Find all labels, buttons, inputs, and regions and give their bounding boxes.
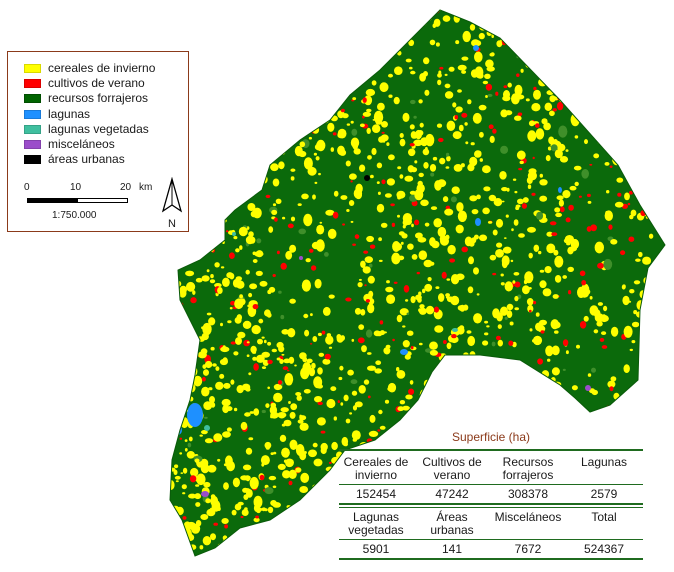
map-legend: cereales de invierno cultivos de verano … [7, 51, 189, 232]
legend-label: áreas urbanas [48, 152, 125, 166]
legend-item-recursos: recursos forrajeros [24, 91, 148, 105]
header-lagunas: Lagunas [580, 455, 628, 469]
north-arrow-icon: N [161, 177, 183, 229]
value-cultivos: 47242 [435, 487, 469, 501]
table-rule [339, 484, 643, 485]
scale-tick-20: 20 [120, 182, 132, 193]
value-recursos: 308378 [507, 487, 549, 501]
value-lagunas-vegetadas: 5901 [362, 542, 390, 556]
value-total: 524367 [583, 542, 625, 556]
legend-label: recursos forrajeros [48, 91, 149, 105]
header-lagunas-vegetadas: Lagunas vegetadas [348, 510, 404, 537]
legend-swatch [24, 63, 41, 73]
table-rule [339, 449, 643, 451]
legend-label: lagunas [48, 107, 91, 121]
legend-label: cultivos de verano [48, 76, 145, 90]
scale-tick-0: 0 [24, 182, 30, 193]
legend-label: lagunas vegetadas [48, 122, 149, 136]
value-lagunas: 2579 [590, 487, 618, 501]
table-rule [339, 507, 643, 508]
legend-swatch [24, 124, 41, 134]
legend-item-lagunas: lagunas [24, 107, 90, 121]
legend-item-areas-urbanas: áreas urbanas [24, 152, 125, 166]
legend-swatch [24, 93, 41, 103]
legend-label: misceláneos [48, 137, 115, 151]
header-total: Total [591, 510, 617, 524]
header-miscelaneos: Misceláneos [494, 510, 562, 524]
header-cereales: Cereales de invierno [343, 455, 409, 482]
scale-ratio: 1:750.000 [52, 210, 97, 221]
header-areas-urbanas: Áreas urbanas [430, 510, 474, 537]
legend-item-cereales: cereales de invierno [24, 61, 155, 75]
legend-swatch [24, 109, 41, 119]
scale-bar [27, 198, 128, 203]
scale-tick-10: 10 [70, 182, 82, 193]
legend-swatch [24, 78, 41, 88]
legend-label: cereales de invierno [48, 61, 156, 75]
legend-item-miscelaneos: misceláneos [24, 137, 115, 151]
scale-unit: km [139, 182, 153, 193]
value-areas-urbanas: 141 [441, 542, 463, 556]
header-recursos: Recursos forrajeros [502, 455, 554, 482]
value-cereales: 152454 [355, 487, 397, 501]
legend-item-cultivos: cultivos de verano [24, 76, 145, 90]
legend-item-lagunas-vegetadas: lagunas vegetadas [24, 122, 149, 136]
value-miscelaneos: 7672 [514, 542, 542, 556]
table-rule [339, 539, 643, 540]
legend-swatch [24, 139, 41, 149]
table-rule [339, 558, 643, 560]
legend-swatch [24, 154, 41, 164]
surface-table-title: Superficie (ha) [451, 430, 531, 444]
table-rule [339, 503, 643, 505]
header-cultivos: Cultivos de verano [422, 455, 482, 482]
north-label: N [168, 218, 176, 229]
